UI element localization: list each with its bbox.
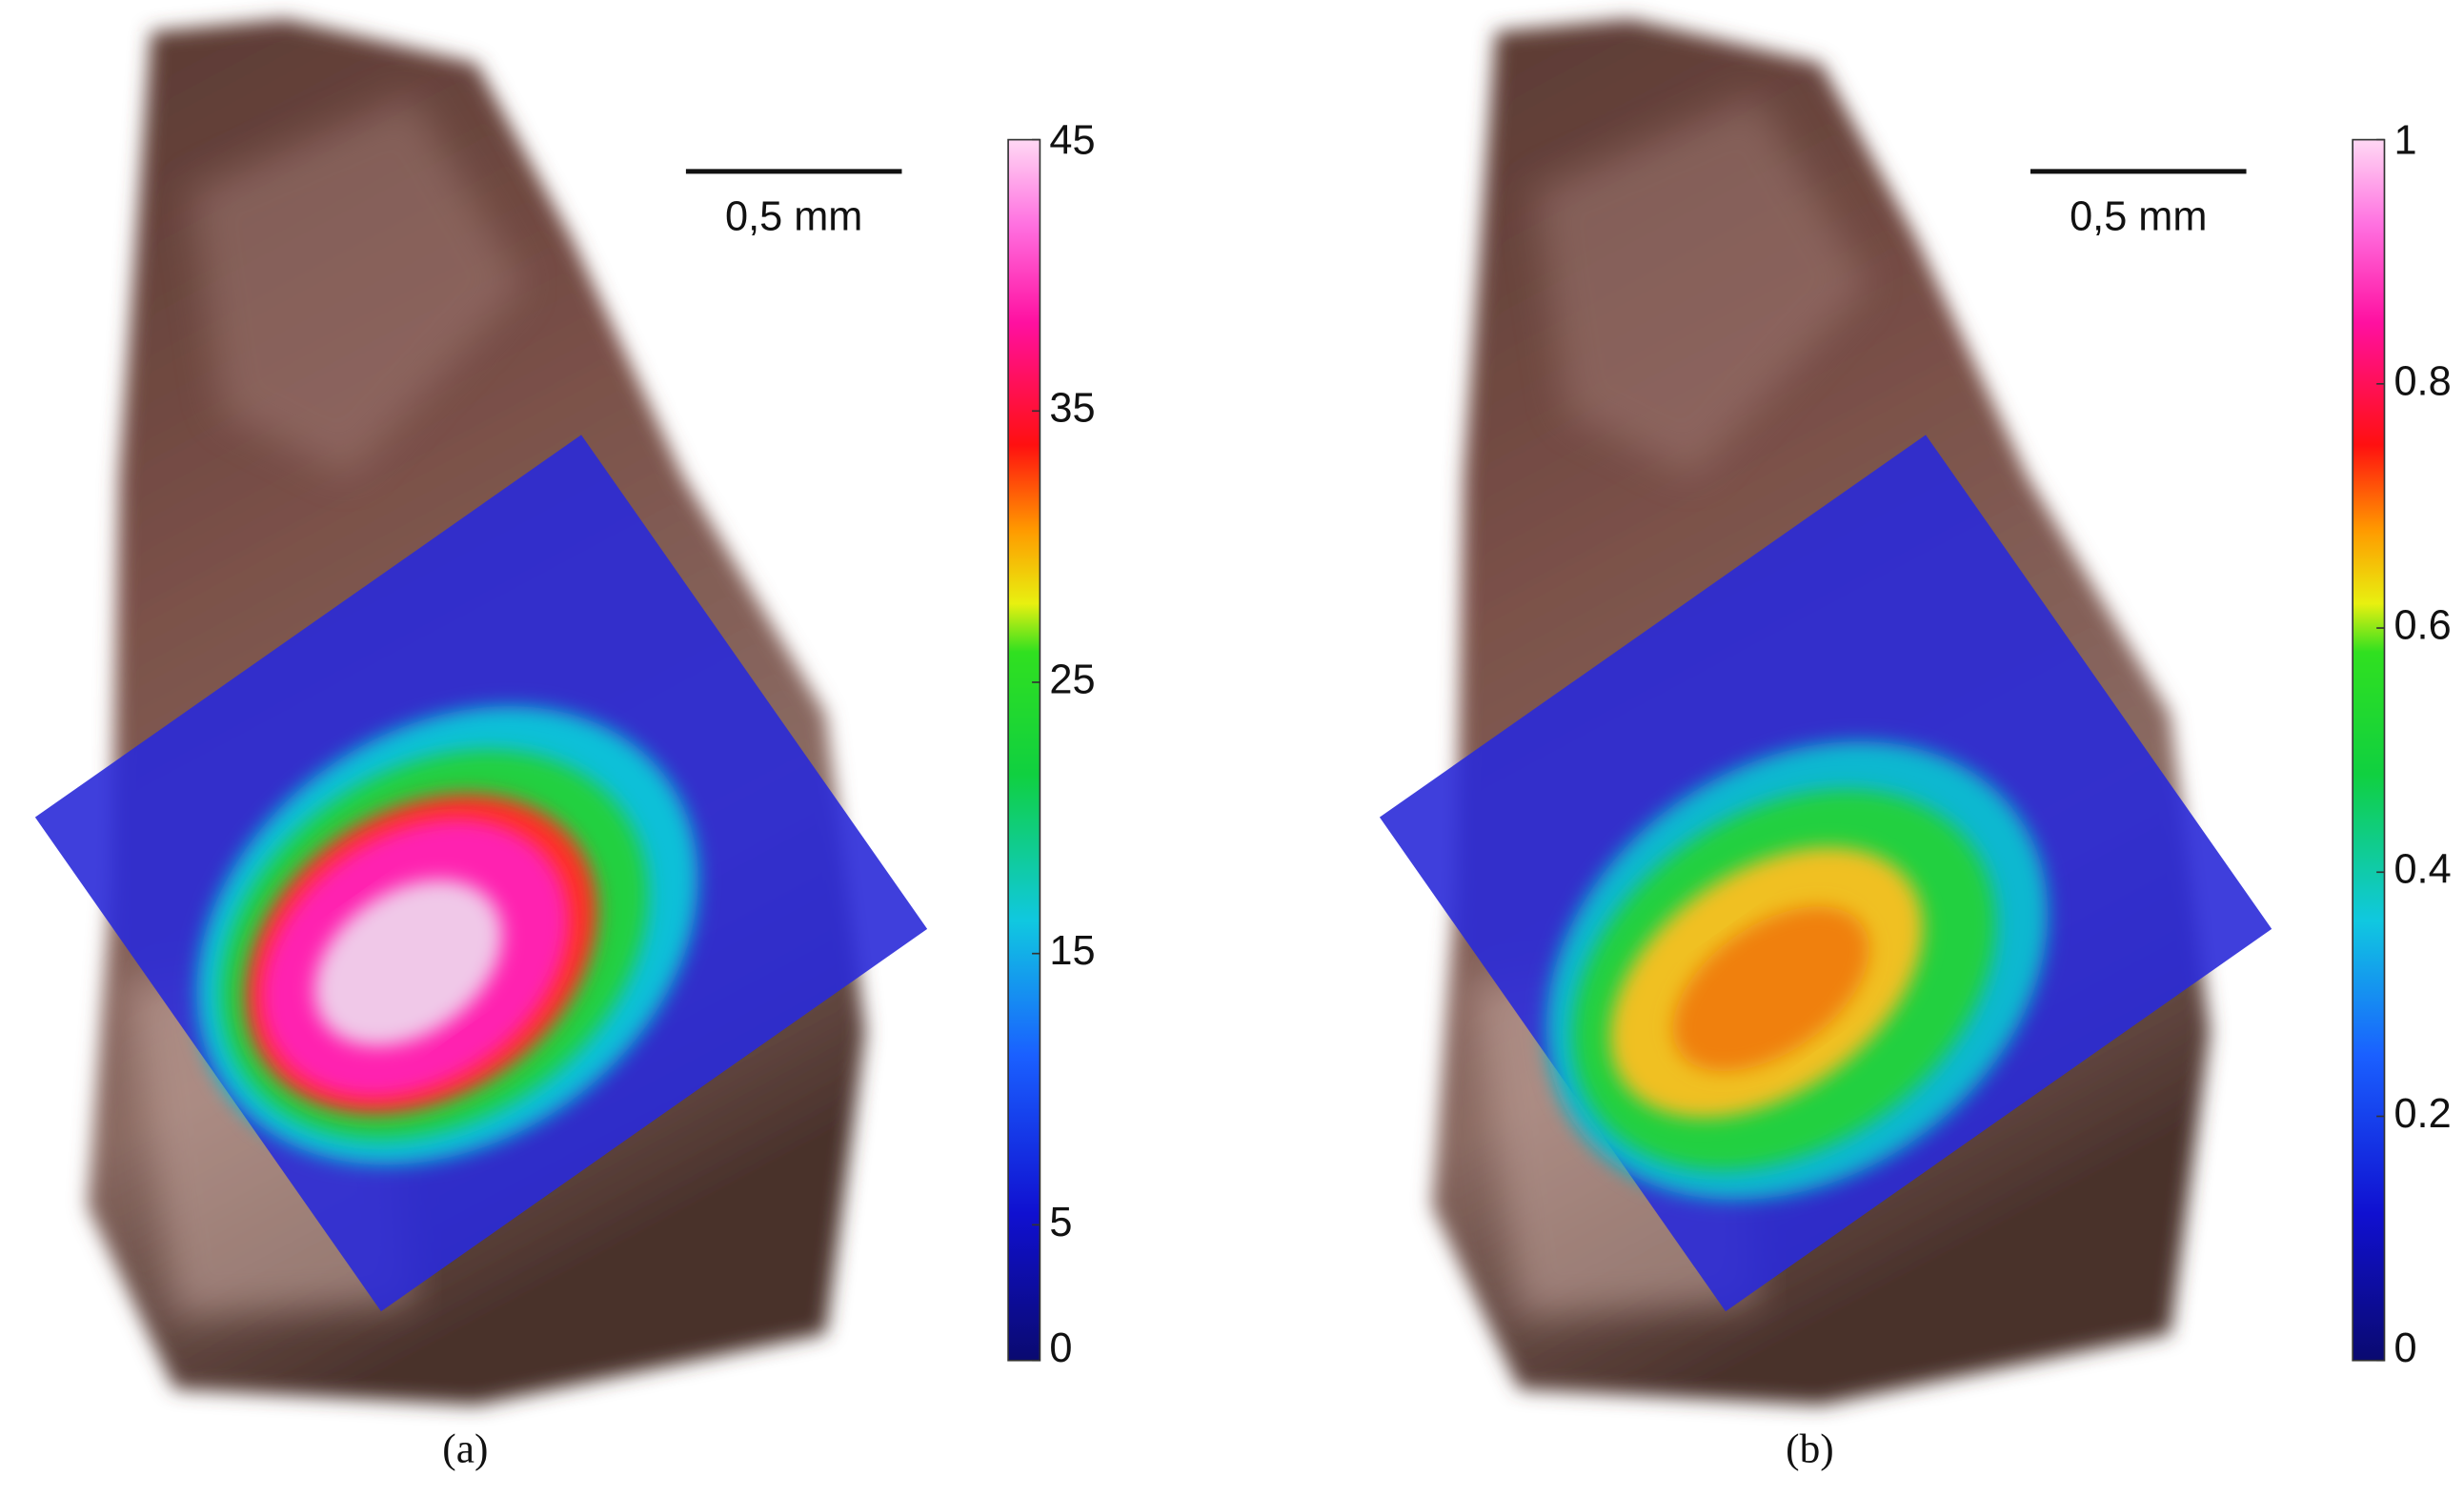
colorbar-tick-label: 0.8: [2393, 358, 2451, 404]
map-overlay: [34, 435, 928, 1312]
map-zone: [1672, 906, 1869, 1072]
map-overlay: [1379, 435, 2272, 1312]
colorbar-tick-label: 0.6: [2393, 602, 2451, 648]
panel: 0,5 mm 0 5 15 25 35 45 (a): [34, 18, 1096, 1471]
colorbar: [1007, 138, 1041, 1362]
colorbar-tick-label: 35: [1049, 386, 1095, 432]
colorbar-tick-label: 15: [1049, 928, 1095, 974]
colorbar-tick-label: 25: [1049, 657, 1095, 702]
colorbar: [2352, 138, 2386, 1362]
caption: (a): [442, 1426, 488, 1471]
caption: (b): [1786, 1426, 1834, 1471]
colorbar-tick-label: 0.2: [2393, 1091, 2451, 1137]
rock-highlight: [191, 94, 524, 476]
map-zone: [314, 880, 503, 1046]
colorbar-tick-label: 1: [2393, 117, 2416, 163]
colorbar-tick-label: 0: [2393, 1325, 2416, 1371]
colorbar-tick-label: 45: [1049, 117, 1095, 163]
colorbar-tick-label: 5: [1049, 1200, 1072, 1245]
colorbar-tick-label: 0.4: [2393, 847, 2451, 893]
panels: 0,5 mm 0 5 15 25 35 45 (a) 0,5 mm 0 0.2 0.4 0.6 0.8 1 (…: [34, 18, 2452, 1471]
rock-highlight: [1535, 94, 1869, 476]
colorbar-tick-label: 0: [1049, 1325, 1072, 1371]
scale-bar-label: 0,5 mm: [725, 193, 862, 239]
scale-bar-label: 0,5 mm: [2070, 193, 2207, 239]
panel: 0,5 mm 0 0.2 0.4 0.6 0.8 1 (b): [1379, 18, 2452, 1471]
